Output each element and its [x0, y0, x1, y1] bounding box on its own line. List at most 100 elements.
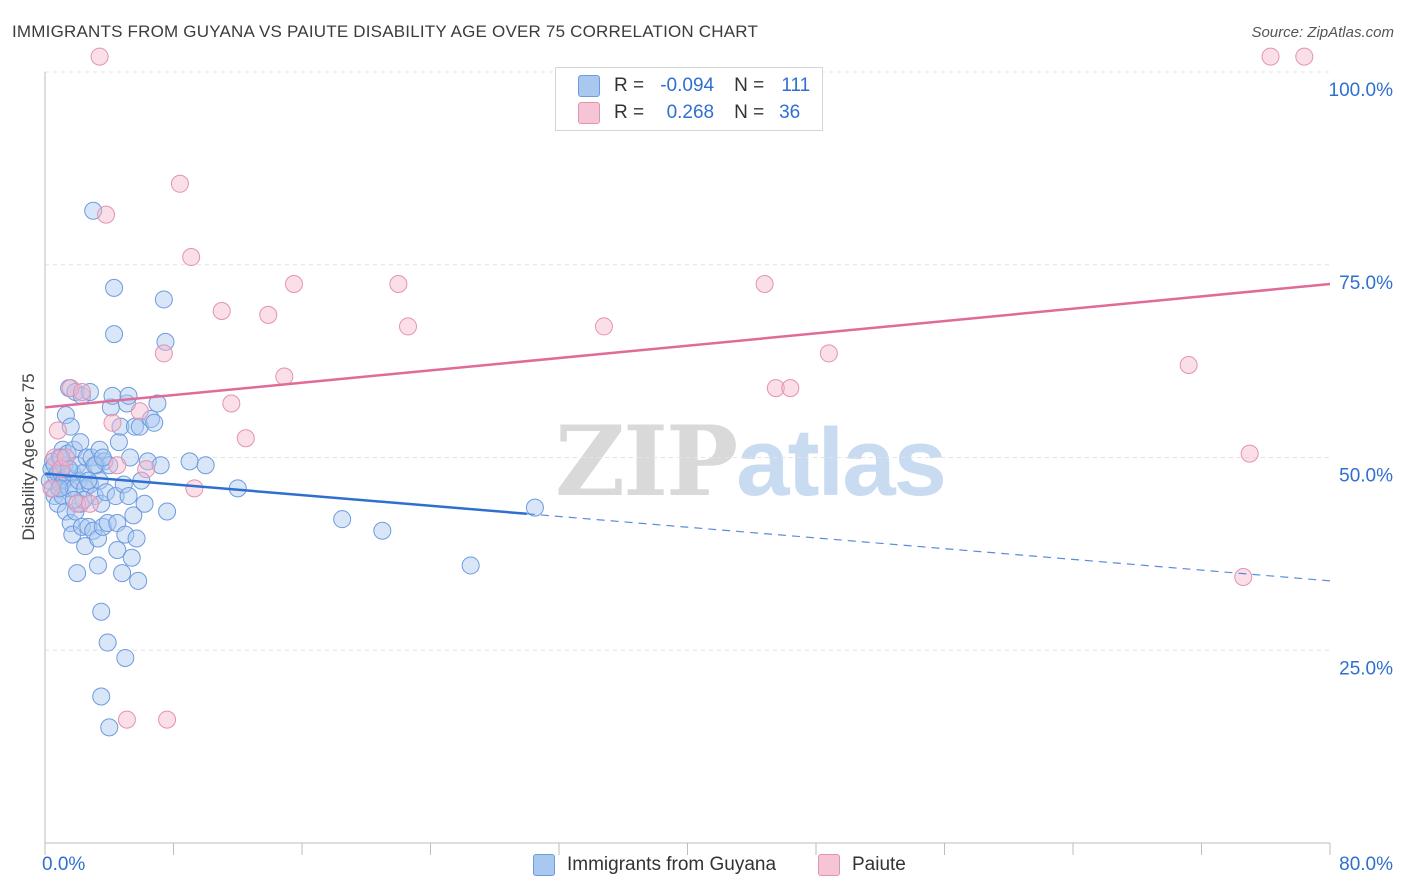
- point-guyana: [129, 571, 148, 590]
- point-paiute: [90, 47, 109, 66]
- point-paiute: [275, 367, 294, 386]
- point-guyana: [98, 514, 117, 533]
- y-tick-label: 25.0%: [1339, 658, 1393, 679]
- legend-swatch-guyana: [578, 75, 600, 97]
- point-paiute: [42, 479, 61, 498]
- point-guyana: [92, 687, 111, 706]
- point-guyana: [148, 394, 167, 413]
- point-paiute: [212, 302, 231, 321]
- point-paiute: [80, 494, 99, 513]
- point-guyana: [333, 510, 352, 529]
- y-tick-label: 100.0%: [1329, 80, 1394, 101]
- point-guyana: [122, 548, 141, 567]
- point-paiute: [185, 479, 204, 498]
- trend-line-guyana: [44, 472, 527, 516]
- y-tick-label: 50.0%: [1339, 466, 1393, 487]
- point-guyana: [119, 386, 138, 405]
- point-guyana: [154, 290, 173, 309]
- point-guyana: [145, 413, 164, 432]
- legend-swatch-paiute: [578, 102, 600, 124]
- point-guyana: [135, 494, 154, 513]
- point-guyana: [105, 278, 124, 297]
- point-paiute: [61, 379, 80, 398]
- r-label: R =: [614, 102, 645, 123]
- legend-item-guyana[interactable]: Immigrants from Guyana: [533, 851, 776, 879]
- legend-label-paiute: Paiute: [852, 854, 906, 875]
- trend-line-paiute: [44, 282, 1331, 409]
- series-legend: Immigrants from Guyana Paiute: [0, 851, 1406, 879]
- point-paiute: [399, 317, 418, 336]
- watermark: ZIPatlas: [555, 405, 947, 518]
- point-guyana: [72, 517, 91, 536]
- watermark-zip: ZIP: [555, 405, 738, 518]
- point-paiute: [158, 710, 177, 729]
- point-guyana: [61, 514, 80, 533]
- point-guyana: [373, 521, 392, 540]
- chart-title: IMMIGRANTS FROM GUYANA VS PAIUTE DISABIL…: [12, 22, 759, 41]
- point-paiute: [154, 344, 173, 363]
- point-guyana: [92, 602, 111, 621]
- point-guyana: [89, 556, 108, 575]
- point-paiute: [819, 344, 838, 363]
- point-paiute: [222, 394, 241, 413]
- point-paiute: [236, 429, 255, 448]
- point-guyana: [196, 456, 215, 475]
- point-paiute: [48, 421, 67, 440]
- point-guyana: [68, 564, 87, 583]
- n-value: 36: [779, 102, 801, 123]
- x-tick-label-max: 80.0%: [1339, 854, 1393, 875]
- point-guyana: [525, 498, 544, 517]
- y-tick-label: 75.0%: [1339, 273, 1393, 294]
- point-paiute: [1295, 47, 1314, 66]
- r-value: 0.268: [666, 102, 715, 123]
- legend-swatch-guyana: [533, 854, 555, 876]
- point-guyana: [119, 487, 138, 506]
- x-tick-label-min: 0.0%: [42, 854, 85, 875]
- r-value: -0.094: [660, 75, 715, 96]
- n-label: N =: [734, 75, 765, 96]
- axis-layer: [44, 72, 1331, 855]
- point-guyana: [109, 433, 128, 452]
- point-guyana: [127, 529, 146, 548]
- trend-layer: [44, 282, 1331, 582]
- stats-row-guyana: R = -0.094 N = 111: [578, 74, 810, 98]
- point-guyana: [63, 525, 82, 544]
- legend-item-paiute[interactable]: Paiute: [818, 851, 906, 879]
- point-paiute: [766, 379, 785, 398]
- point-paiute: [755, 275, 774, 294]
- point-paiute: [137, 460, 156, 479]
- legend-label-guyana: Immigrants from Guyana: [567, 854, 777, 875]
- point-paiute: [182, 248, 201, 267]
- point-guyana: [60, 479, 79, 498]
- point-paiute: [170, 174, 189, 193]
- point-paiute: [103, 413, 122, 432]
- point-guyana: [98, 633, 117, 652]
- stats-row-paiute: R = 0.268 N = 36: [578, 101, 800, 125]
- series-paiute-points: [42, 47, 1314, 729]
- point-paiute: [130, 402, 149, 421]
- chart-source: Source: ZipAtlas.com: [1251, 24, 1394, 41]
- point-guyana: [116, 648, 135, 667]
- point-paiute: [1240, 444, 1259, 463]
- point-paiute: [56, 448, 75, 467]
- point-guyana: [124, 506, 143, 525]
- point-paiute: [108, 456, 127, 475]
- point-guyana: [108, 541, 127, 560]
- n-value: 111: [781, 75, 811, 96]
- point-paiute: [781, 379, 800, 398]
- point-guyana: [71, 433, 90, 452]
- point-paiute: [1261, 47, 1280, 66]
- point-paiute: [72, 382, 91, 401]
- point-guyana: [116, 525, 135, 544]
- stats-legend: R = -0.094 N = 111 R = 0.268 N = 36: [555, 67, 823, 131]
- point-paiute: [97, 205, 116, 224]
- point-paiute: [259, 305, 278, 324]
- point-guyana: [93, 448, 112, 467]
- point-paiute: [594, 317, 613, 336]
- point-guyana: [113, 564, 132, 583]
- point-paiute: [284, 275, 303, 294]
- r-label: R =: [614, 75, 645, 96]
- point-guyana: [105, 325, 124, 344]
- point-paiute: [1179, 355, 1198, 374]
